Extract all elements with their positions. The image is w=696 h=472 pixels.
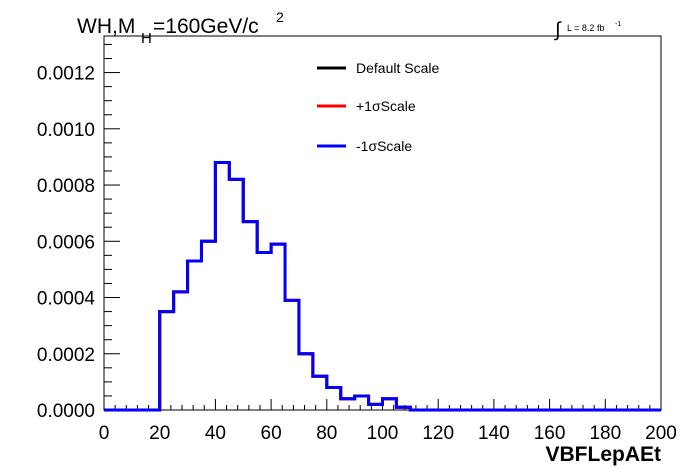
x-tick-label: 180 xyxy=(589,423,621,444)
legend: Default Scale +1σScale -1σScale xyxy=(317,60,439,154)
y-tick-label: 0.0008 xyxy=(37,176,95,197)
x-axis-title: VBFLepAEt xyxy=(546,443,662,466)
y-tick-label: 0.0000 xyxy=(37,401,95,422)
x-tick-label: 80 xyxy=(316,423,337,444)
luminosity-superscript: -1 xyxy=(615,21,621,28)
chart-title-main: WH,M xyxy=(77,15,135,38)
legend-label-minus: -1σScale xyxy=(356,138,412,154)
x-tick-label: 60 xyxy=(261,423,282,444)
y-tick-label: 0.0004 xyxy=(37,289,96,310)
y-tick-label: 0.0006 xyxy=(37,232,95,253)
chart-title-subscript: H xyxy=(141,30,152,47)
x-tick-label: 120 xyxy=(422,423,454,444)
x-tick-label: 40 xyxy=(205,423,226,444)
plot-frame xyxy=(103,35,662,411)
series-line-2 xyxy=(104,161,661,412)
y-tick-label: 0.0010 xyxy=(37,120,95,141)
x-tick-label: 160 xyxy=(534,423,566,444)
y-tick-label: 0.0012 xyxy=(37,64,95,85)
x-tick-label: 200 xyxy=(645,423,677,444)
series-layer xyxy=(104,161,661,412)
x-tick-label: 140 xyxy=(478,423,510,444)
x-axis: 0 20 40 60 80 100 120 140 160 180 200 xyxy=(99,399,677,444)
x-tick-label: 20 xyxy=(149,423,170,444)
chart-title-superscript: 2 xyxy=(276,9,284,25)
legend-label-plus: +1σScale xyxy=(356,98,416,114)
legend-label-default: Default Scale xyxy=(356,60,439,76)
x-tick-label: 0 xyxy=(99,423,110,444)
luminosity-label: L = 8.2 fb xyxy=(567,23,604,33)
y-tick-label: 0.0002 xyxy=(37,345,95,366)
y-axis: 0.0000 0.0002 0.0004 0.0006 0.0008 0.0010 0.00… xyxy=(37,43,120,422)
chart-title-rest: =160GeV/c xyxy=(153,15,259,38)
integral-icon: ∫ xyxy=(554,19,562,41)
x-tick-label: 100 xyxy=(367,423,399,444)
